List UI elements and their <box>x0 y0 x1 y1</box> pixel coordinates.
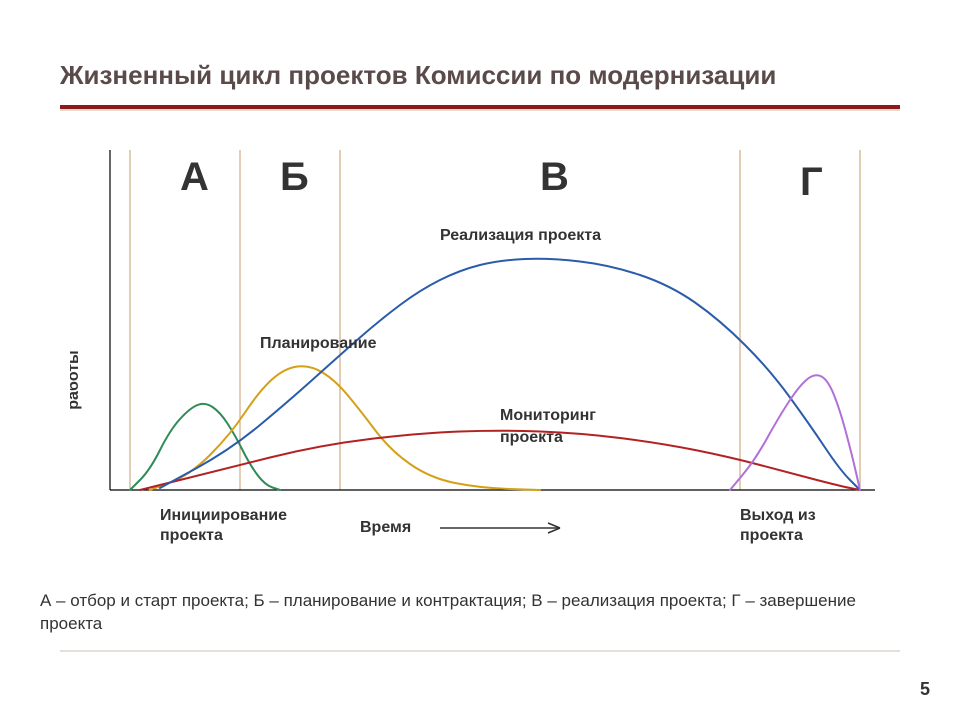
label-initiation_l1: Инициирование <box>160 507 287 524</box>
curve-exit <box>730 375 860 490</box>
label-monitoring_l2: проекта <box>500 429 563 446</box>
label-implementation: Реализация проекта <box>440 227 601 244</box>
footer-rule <box>60 650 900 652</box>
slide: Жизненный цикл проектов Комиссии по моде… <box>0 0 960 720</box>
label-exit_l2: проекта <box>740 527 803 544</box>
label-exit_l1: Выход из <box>740 507 816 524</box>
curve-implementation <box>160 259 860 490</box>
page-title: Жизненный цикл проектов Комиссии по моде… <box>60 60 776 91</box>
phase-letter-В: В <box>540 155 569 199</box>
y-axis-label: Интенсивностьработы <box>70 319 82 441</box>
chart-svg: А Б В Г Интенсивностьработы Время Реализация п… <box>70 130 890 570</box>
page-number: 5 <box>920 679 930 700</box>
label-initiation_l2: проекта <box>160 527 223 544</box>
phase-letter-Г: Г <box>800 160 823 204</box>
phase-letter-А: А <box>180 155 209 199</box>
x-axis-label: Время <box>360 519 411 536</box>
curve-initiation <box>130 404 280 490</box>
lifecycle-chart: А Б В Г Интенсивностьработы Время Реализация п… <box>70 130 890 570</box>
svg-text:работы: работы <box>70 350 82 409</box>
label-monitoring_l1: Мониторинг <box>500 407 596 424</box>
title-rule-shadow <box>60 109 900 111</box>
curve-planning <box>150 366 540 490</box>
phase-letter-Б: Б <box>280 155 309 199</box>
label-planning: Планирование <box>260 335 377 352</box>
phase-legend-text: А – отбор и старт проекта; Б – планирова… <box>40 590 910 636</box>
